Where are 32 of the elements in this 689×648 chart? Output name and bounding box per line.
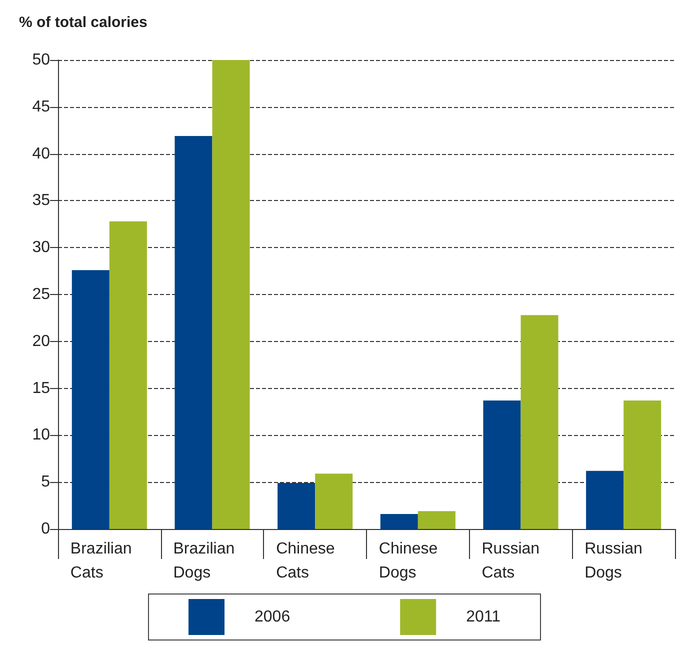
x-tick-label: Russian Cats	[482, 540, 540, 582]
bar	[483, 400, 521, 529]
y-tick-label: 10	[32, 426, 50, 444]
y-tick-label: 15	[32, 380, 50, 397]
bar	[278, 483, 316, 529]
y-axis-title: % of total calories	[19, 14, 148, 31]
y-tick-label: 45	[32, 98, 50, 116]
y-tick-label: 25	[32, 286, 50, 303]
bar	[315, 474, 353, 529]
bar	[212, 60, 250, 529]
x-tick-label: Russian Dogs	[584, 540, 642, 582]
y-tick-label: 40	[32, 145, 50, 162]
x-tick-label: Chinese Cats	[276, 540, 335, 582]
legend-label: 2006	[254, 608, 290, 626]
x-tick-label: Chinese Dogs	[378, 540, 438, 582]
bar	[624, 400, 662, 529]
bar	[586, 470, 624, 529]
bar	[109, 221, 147, 529]
bar	[174, 136, 212, 529]
x-tick-label: Brazilian Cats	[70, 540, 132, 582]
x-tick-label: Brazilian Dogs	[173, 540, 235, 582]
legend-label: 2011	[466, 608, 501, 626]
bar	[72, 270, 110, 529]
bar	[418, 511, 456, 529]
bar	[380, 514, 418, 529]
y-tick-label: 30	[32, 239, 50, 256]
y-tick-label: 20	[32, 332, 50, 350]
y-tick-label: 50	[32, 52, 50, 68]
y-tick-label: 35	[32, 192, 50, 210]
y-tick-label: 5	[41, 474, 50, 491]
bar	[520, 315, 558, 529]
y-tick-label: 0	[41, 520, 50, 538]
